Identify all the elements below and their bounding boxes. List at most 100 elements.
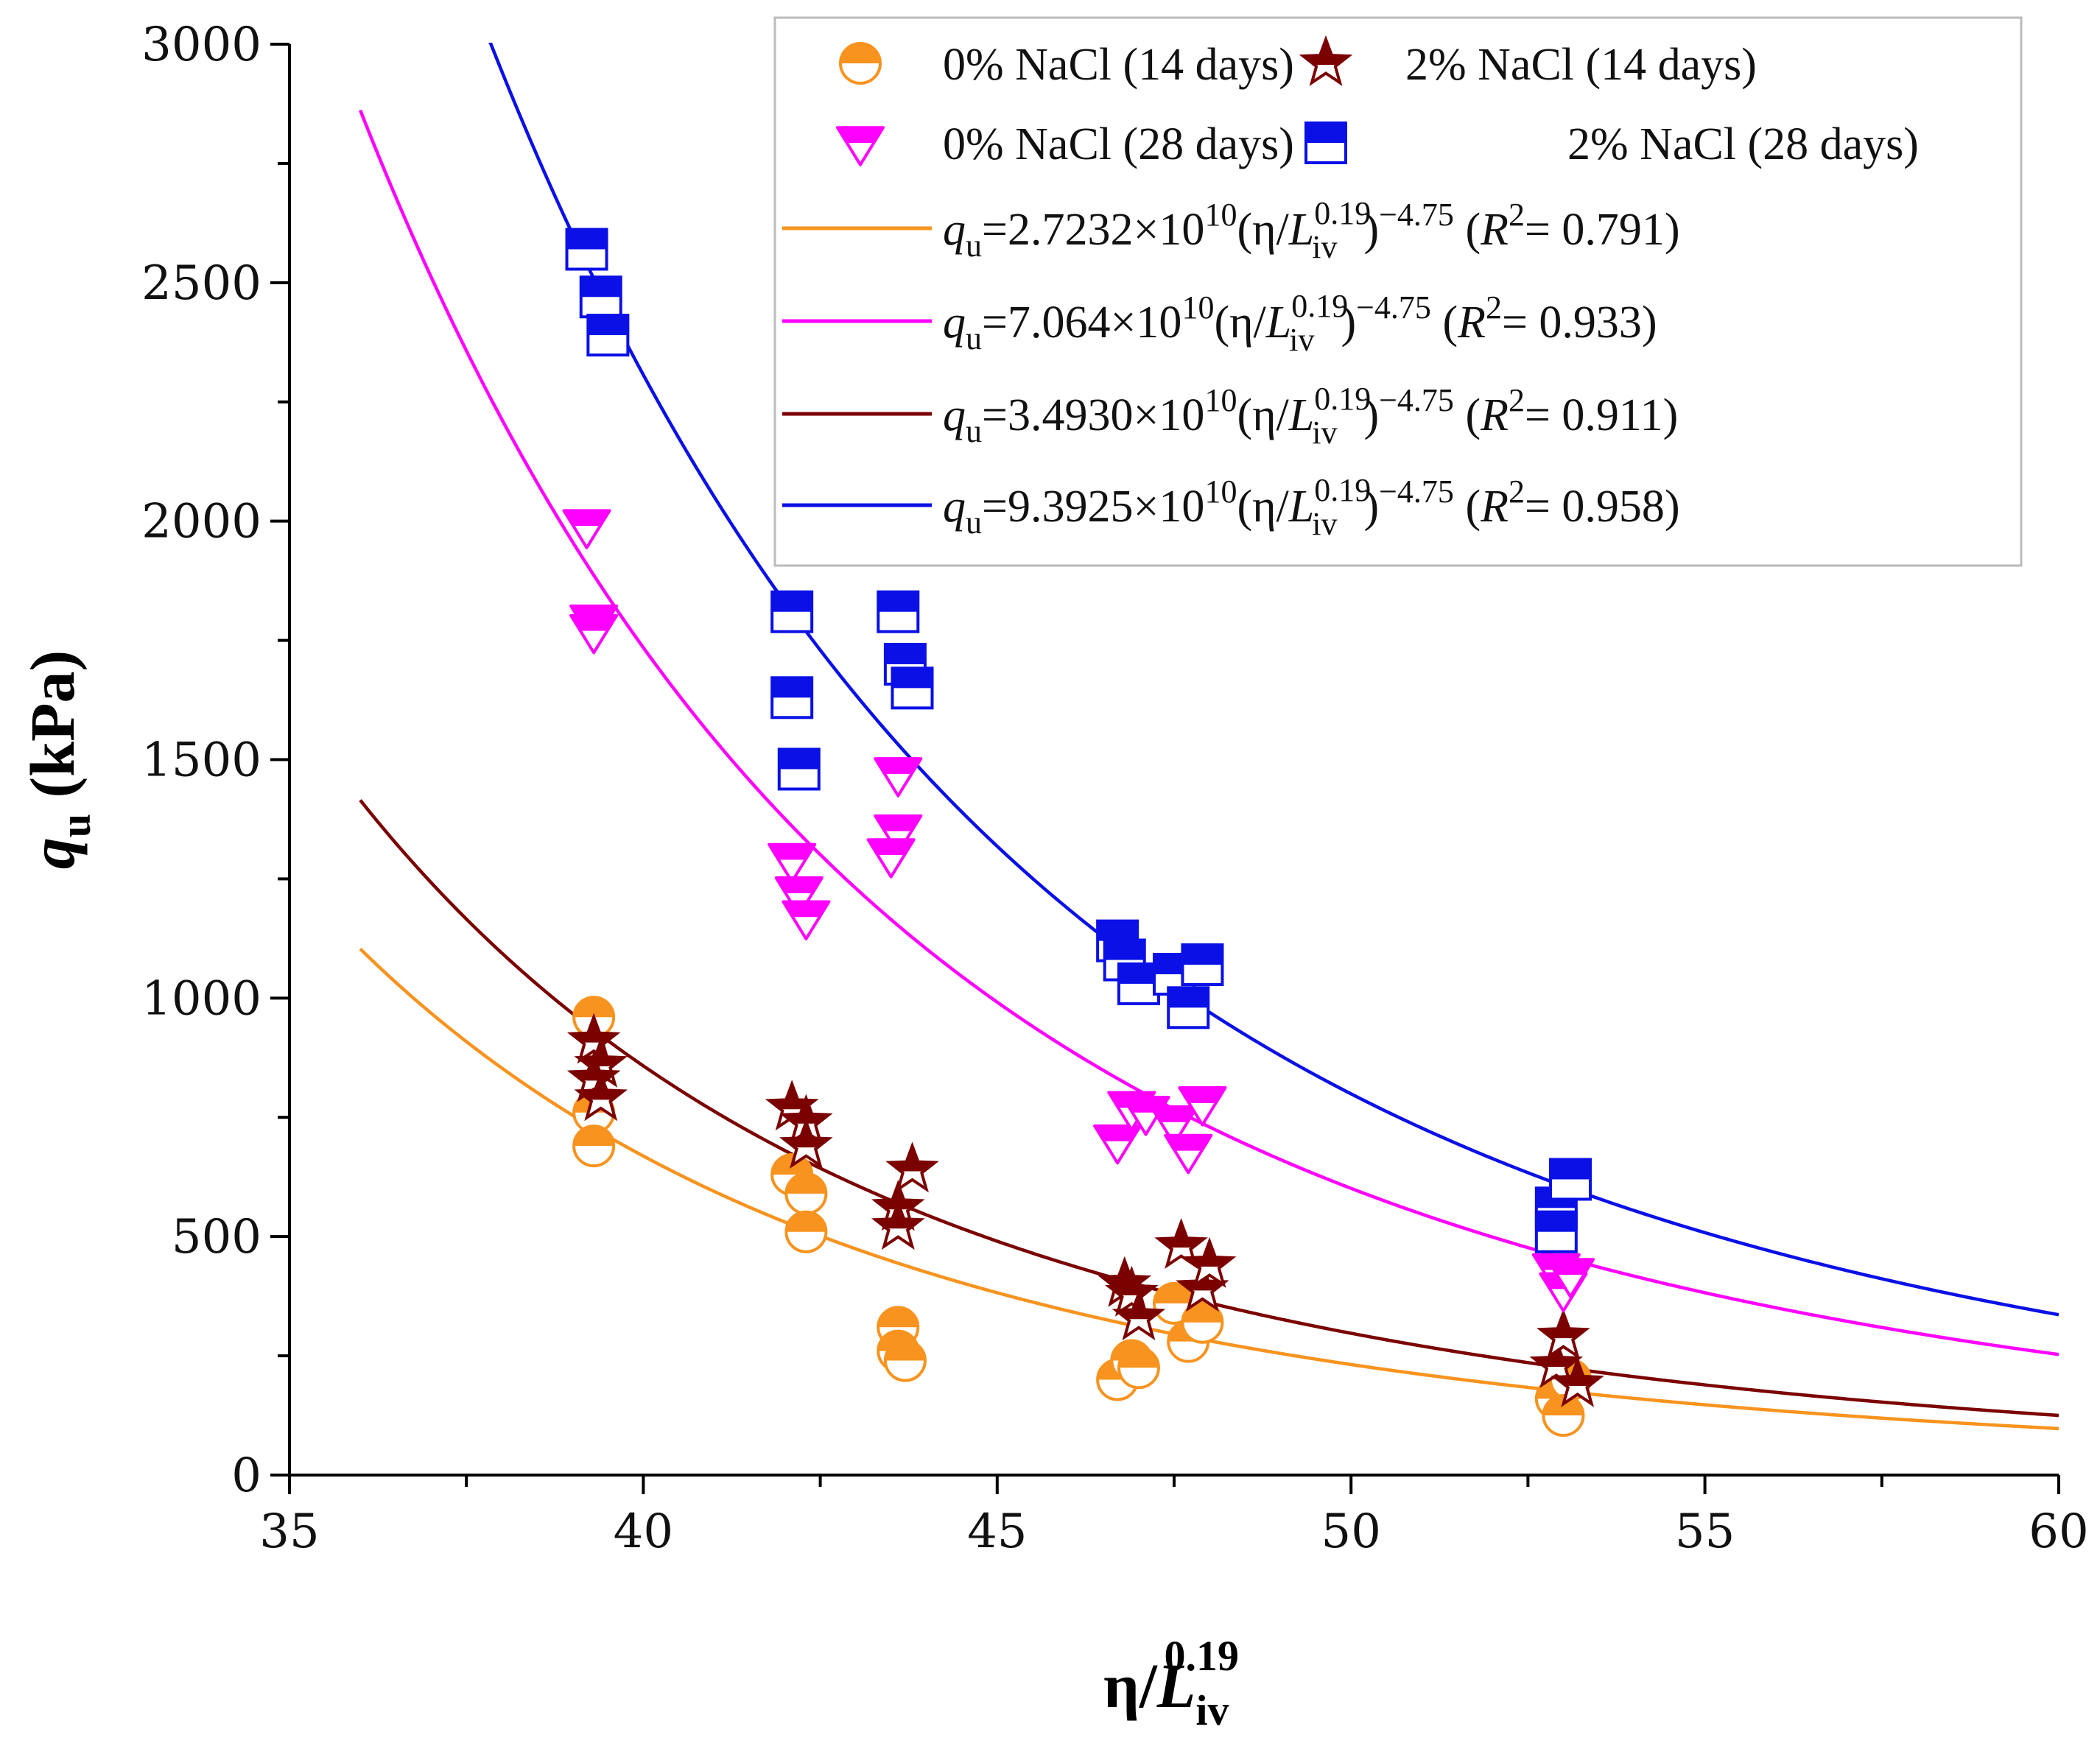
marker-fill xyxy=(885,644,925,664)
series-3-points xyxy=(562,509,1595,1313)
data-point xyxy=(883,1339,927,1382)
data-point xyxy=(579,275,622,319)
marker-fill xyxy=(1179,1088,1226,1103)
y-tick-label: 3000 xyxy=(141,18,261,72)
data-point xyxy=(866,838,916,879)
legend-marker-3 xyxy=(835,126,885,166)
marker-fill xyxy=(1554,1360,1601,1386)
data-point xyxy=(891,666,934,710)
y-tick-label: 1000 xyxy=(141,971,261,1026)
marker-fill xyxy=(1098,921,1138,941)
legend-label-4: 2% NaCl (28 days) xyxy=(1567,119,1919,169)
marker-fill xyxy=(577,1074,624,1100)
legend-marker-4 xyxy=(1304,122,1347,164)
marker-fill xyxy=(574,1126,614,1147)
x-tick-label: 60 xyxy=(2029,1505,2088,1559)
marker-fill xyxy=(875,1203,921,1229)
data-point xyxy=(1164,1133,1213,1175)
data-point xyxy=(784,1210,828,1253)
data-point xyxy=(1182,1236,1237,1288)
data-point xyxy=(1549,1158,1592,1201)
marker-fill xyxy=(1536,1211,1576,1232)
data-point xyxy=(1529,1337,1584,1388)
marker-fill xyxy=(772,678,812,698)
marker-fill xyxy=(1158,1222,1204,1248)
data-point xyxy=(779,1117,833,1169)
data-point xyxy=(1149,1105,1199,1146)
marker-fill xyxy=(1303,39,1349,65)
data-point xyxy=(874,814,923,855)
data-point xyxy=(1534,1210,1578,1253)
data-point xyxy=(565,228,608,271)
series-2-points xyxy=(566,1013,1604,1407)
y-tick-label: 2000 xyxy=(141,495,261,549)
marker-fill xyxy=(1154,1283,1194,1303)
marker-fill xyxy=(563,510,610,527)
marker-fill xyxy=(885,1340,925,1361)
marker-fill xyxy=(837,127,884,143)
axes: 35 40 45 50 55 60 0 500 1000 1500 2000 2500 3000 η/Li… xyxy=(17,18,2089,1734)
data-point xyxy=(1167,986,1210,1030)
data-point xyxy=(874,757,923,798)
marker-fill xyxy=(1306,123,1346,143)
marker-fill xyxy=(1540,1312,1587,1339)
data-point xyxy=(1181,943,1224,986)
legend-box xyxy=(773,16,2023,567)
marker-fill xyxy=(772,591,812,612)
data-point xyxy=(1551,1356,1604,1407)
y-tick-label: 500 xyxy=(172,1210,261,1264)
marker-fill xyxy=(1151,1106,1198,1122)
data-point xyxy=(1093,1124,1142,1165)
fit-curve-2 xyxy=(358,109,2059,1356)
marker-fill xyxy=(1109,1270,1155,1295)
data-point xyxy=(768,842,817,884)
data-point xyxy=(1154,1217,1208,1270)
legend-label-3: 0% NaCl (28 days) xyxy=(943,119,1294,169)
marker-fill xyxy=(779,749,819,770)
legend-label-1: 0% NaCl (14 days) xyxy=(943,40,1294,90)
marker-fill xyxy=(786,1173,826,1194)
marker-fill xyxy=(776,878,822,893)
marker-fill xyxy=(1182,944,1223,965)
data-point xyxy=(1117,962,1160,1005)
legend: 0% NaCl (14 days) 2% NaCl (14 days) 0% NaC… xyxy=(773,16,2023,567)
marker-fill xyxy=(769,844,815,860)
marker-fill xyxy=(875,1183,921,1210)
data-point xyxy=(1105,1265,1159,1317)
data-point xyxy=(1153,1281,1195,1325)
marker-fill xyxy=(580,277,621,298)
data-point xyxy=(877,590,920,633)
data-point xyxy=(782,900,831,940)
data-point xyxy=(569,613,619,655)
marker-fill xyxy=(1095,1125,1141,1141)
data-point xyxy=(871,1199,925,1250)
marker-fill xyxy=(840,43,880,63)
marker-fill xyxy=(1165,1135,1212,1151)
legend-label-2: 2% NaCl (14 days) xyxy=(1405,40,1757,90)
legend-fit-label-3: qu=3.4930×1010(η/L0.19 iv)−4.75 (R2= 0.91… xyxy=(943,381,1678,451)
data-point xyxy=(1537,1309,1590,1360)
data-point xyxy=(1181,1301,1224,1344)
marker-fill xyxy=(1547,1259,1594,1275)
marker-fill xyxy=(574,997,614,1018)
legend-fit-label-4: qu=9.3925×1010(η/L0.19 iv)−4.75 (R2= 0.95… xyxy=(943,472,1680,542)
data-point xyxy=(562,509,611,549)
data-point xyxy=(885,1141,939,1193)
marker-fill xyxy=(889,1146,935,1172)
marker-fill xyxy=(571,615,617,631)
marker-fill xyxy=(1551,1159,1591,1180)
marker-fill xyxy=(566,229,607,250)
legend-fit-label-1: qu=2.7232×1010(η/L0.19 iv)−4.75 (R2= 0.79… xyxy=(943,195,1680,265)
series-4-points xyxy=(565,228,1592,1253)
marker-fill xyxy=(1182,1302,1223,1323)
legend-fit-label-2: qu=7.064×1010(η/L0.19 iv)−4.75 (R2= 0.933… xyxy=(943,288,1657,358)
marker-fill xyxy=(588,315,628,336)
marker-fill xyxy=(783,1122,829,1148)
marker-fill xyxy=(1118,963,1159,984)
data-point xyxy=(566,1013,621,1064)
data-point xyxy=(1117,1346,1160,1390)
marker-fill xyxy=(1187,1241,1232,1267)
fit-curve-4 xyxy=(488,43,2059,1317)
x-tick-label: 40 xyxy=(614,1505,673,1559)
